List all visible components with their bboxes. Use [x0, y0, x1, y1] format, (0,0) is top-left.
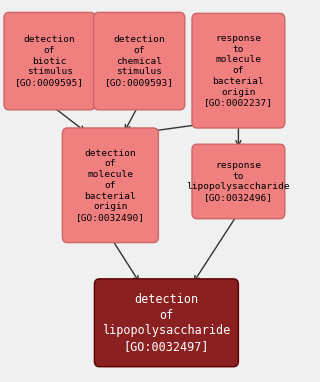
Text: detection
of
molecule
of
bacterial
origin
[GO:0032490]: detection of molecule of bacterial origi…	[76, 149, 145, 222]
FancyBboxPatch shape	[62, 128, 158, 243]
Text: detection
of
lipopolysaccharide
[GO:0032497]: detection of lipopolysaccharide [GO:0032…	[102, 293, 230, 353]
Text: response
to
lipopolysaccharide
[GO:0032496]: response to lipopolysaccharide [GO:00324…	[187, 161, 290, 202]
FancyBboxPatch shape	[93, 12, 185, 110]
FancyBboxPatch shape	[192, 13, 285, 128]
Text: detection
of
biotic
stimulus
[GO:0009595]: detection of biotic stimulus [GO:0009595…	[15, 35, 84, 87]
FancyBboxPatch shape	[192, 144, 285, 219]
FancyBboxPatch shape	[94, 279, 238, 367]
Text: response
to
molecule
of
bacterial
origin
[GO:0002237]: response to molecule of bacterial origin…	[204, 34, 273, 107]
FancyBboxPatch shape	[4, 12, 95, 110]
Text: detection
of
chemical
stimulus
[GO:0009593]: detection of chemical stimulus [GO:00095…	[105, 35, 174, 87]
